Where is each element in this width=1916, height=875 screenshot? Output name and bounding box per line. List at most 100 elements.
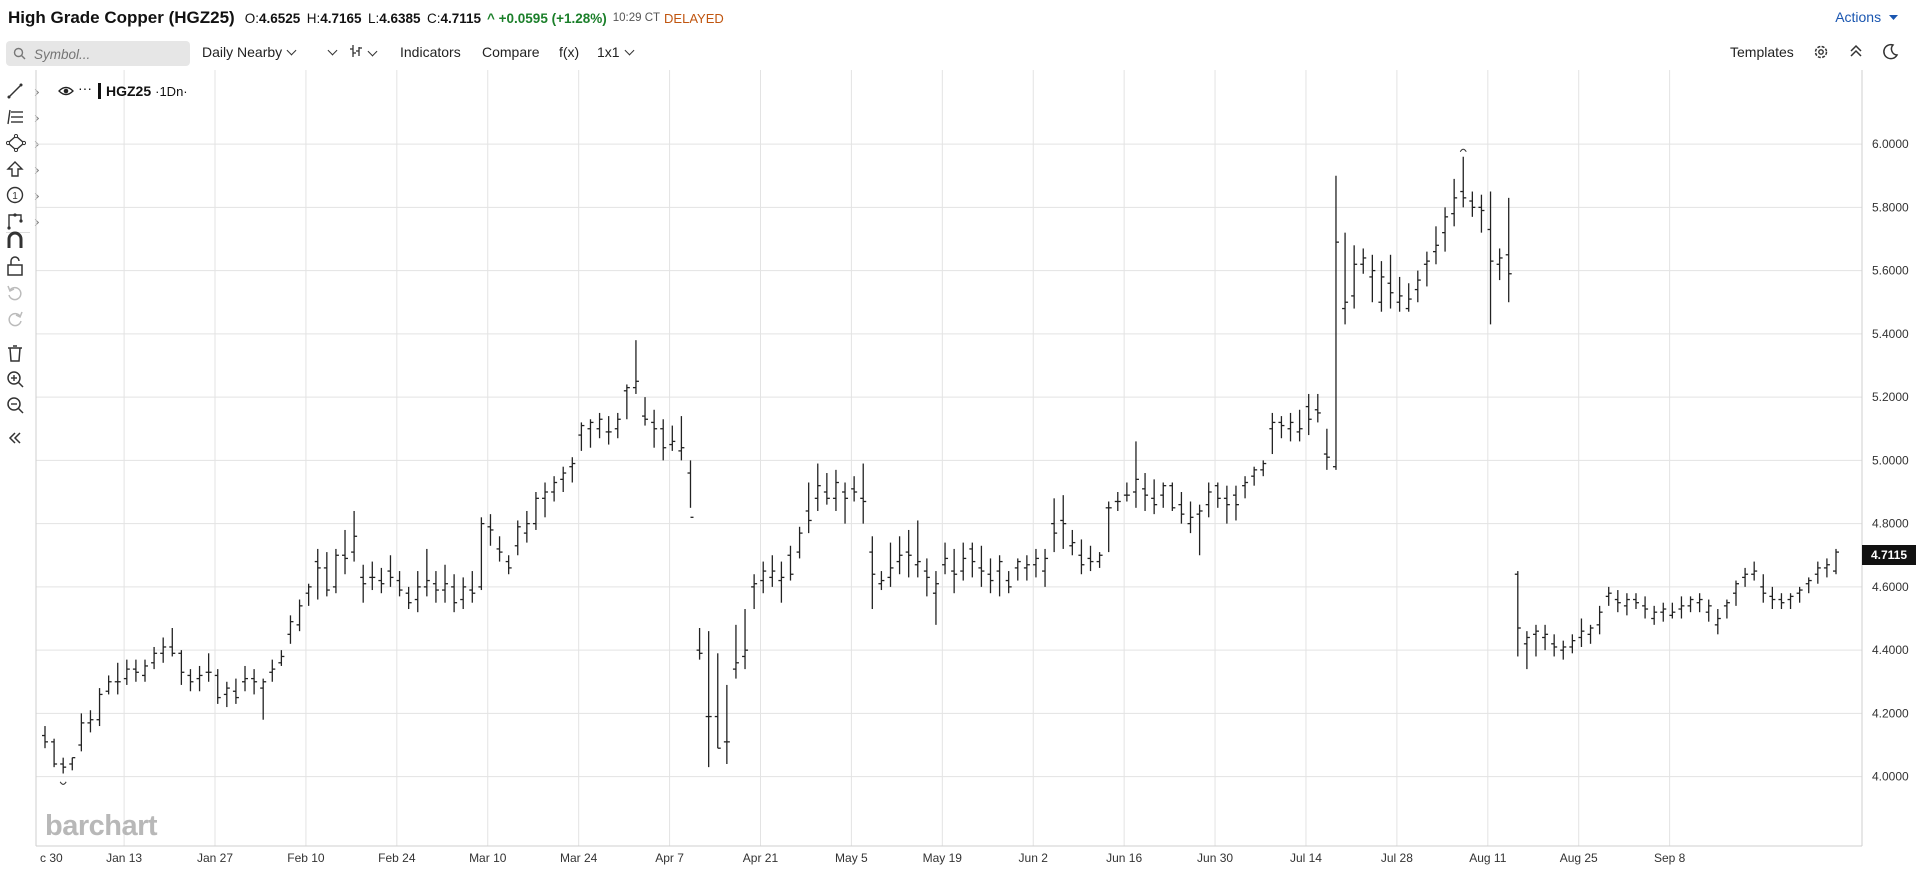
- ohlc-bar: [1442, 207, 1449, 252]
- ohlc-bar: [969, 542, 976, 578]
- ohlc-bar: [551, 476, 558, 502]
- arrow-tool-icon: [6, 161, 24, 177]
- ohlc-bar: [1360, 248, 1367, 274]
- ohlc-bar: [1014, 558, 1021, 581]
- ohlc-bar: [1432, 226, 1439, 265]
- price-chart[interactable]: 4.0000 4.2000 4.4000 4.6000 4.8000 5.0000 5.20…: [0, 70, 1916, 875]
- fib-tool[interactable]: [6, 108, 40, 132]
- ohlc-bar: [742, 609, 749, 670]
- ohlc-bar: [1833, 548, 1839, 575]
- legend-color-swatch: [98, 83, 101, 99]
- templates-button[interactable]: Templates: [1730, 44, 1794, 60]
- number-tool[interactable]: 1: [6, 186, 40, 210]
- indicators-button[interactable]: Indicators: [400, 44, 461, 60]
- x-tick-label: Jun 2: [1019, 851, 1049, 865]
- bar-type-button[interactable]: [349, 44, 378, 61]
- ohlc-bar: [1332, 175, 1339, 470]
- ohlc-bar: [578, 422, 585, 451]
- ohlc-bar: [387, 555, 394, 587]
- ohlc-bar: [151, 646, 158, 670]
- x-tick-label: Apr 7: [655, 851, 684, 865]
- ohlc-bar: [1732, 580, 1739, 606]
- search-icon: [13, 47, 26, 60]
- ohlc-bar: [442, 564, 449, 603]
- pattern-tool[interactable]: [6, 212, 40, 236]
- chevron-down-icon: [286, 45, 297, 56]
- ohlc-bar: [887, 542, 894, 587]
- layout-select[interactable]: 1x1: [597, 44, 635, 60]
- y-tick-label: 4.6000: [1872, 580, 1909, 594]
- actions-menu[interactable]: Actions: [1835, 9, 1898, 25]
- delete-drawings-button[interactable]: [6, 344, 34, 368]
- interval-label: Daily Nearby: [202, 44, 283, 60]
- ohlc-bar: [1642, 596, 1649, 619]
- ohlc-bar: [823, 473, 830, 505]
- dark-mode-button[interactable]: [1882, 43, 1899, 63]
- interval-select[interactable]: Daily Nearby: [202, 44, 297, 60]
- drawing-toolbar: 1: [0, 72, 40, 862]
- collapse-toolbar-button[interactable]: [6, 430, 34, 454]
- eye-icon[interactable]: [58, 85, 74, 97]
- symbol-search-input[interactable]: [32, 43, 186, 65]
- ohlc-bar: [1078, 539, 1085, 575]
- magnet-tool[interactable]: [6, 230, 34, 254]
- undo-button[interactable]: [6, 284, 34, 308]
- ohlc-bar: [1823, 558, 1830, 578]
- svg-text:1: 1: [12, 191, 18, 202]
- function-button[interactable]: f(x): [559, 44, 580, 60]
- ohlc-bar: [1523, 631, 1530, 670]
- ohlc-bar: [596, 412, 603, 439]
- ohlc-bar: [1514, 571, 1521, 657]
- ohlc-bar: [1705, 599, 1712, 622]
- ohlc-bar: [1123, 482, 1130, 502]
- ohlc-bar: [751, 574, 758, 610]
- ohlc-bar: [1242, 476, 1249, 499]
- ohlc-bar: [332, 548, 339, 594]
- zoom-out-button[interactable]: [6, 396, 34, 420]
- lock-tool[interactable]: [6, 256, 34, 280]
- chart-legend: ··· HGZ25 ·1Dn·: [58, 80, 188, 99]
- ohlc-bar: [1487, 191, 1494, 325]
- interval-dropdown-button[interactable]: [323, 44, 338, 60]
- ohlc-bar: [469, 571, 476, 603]
- ohlc-bar: [478, 517, 485, 591]
- actions-label: Actions: [1835, 9, 1882, 25]
- ohlc-bar: [832, 469, 839, 511]
- ohlc-bar: [1196, 504, 1203, 556]
- ohlc-bar: [560, 466, 567, 492]
- high-marker: [1459, 148, 1467, 153]
- line-tool[interactable]: [6, 82, 40, 106]
- ohlc-bar: [405, 586, 412, 610]
- redo-icon: [8, 311, 23, 327]
- y-tick-label: 4.2000: [1872, 706, 1909, 720]
- close-value: C:4.7115: [426, 10, 482, 26]
- legend-more-icon[interactable]: ···: [78, 80, 92, 96]
- x-tick-label: Feb 24: [378, 851, 416, 865]
- ohlc-bar: [1032, 548, 1039, 578]
- undo-icon: [7, 285, 22, 301]
- ohlc-bar: [242, 665, 249, 692]
- number-tool-icon: 1: [6, 186, 24, 204]
- zoom-in-button[interactable]: [6, 370, 34, 394]
- ohlc-bar: [196, 665, 203, 692]
- x-tick-label: Jan 27: [197, 851, 233, 865]
- compare-button[interactable]: Compare: [482, 44, 540, 60]
- collapse-panel-button[interactable]: [1848, 43, 1864, 62]
- symbol-search[interactable]: [6, 41, 190, 66]
- ohlc-bar: [1751, 561, 1758, 581]
- ohlc-bar: [1787, 593, 1794, 610]
- shape-tool[interactable]: [5, 133, 40, 158]
- y-tick-label: 4.8000: [1872, 517, 1909, 531]
- ohlc-bar: [287, 615, 294, 644]
- ohlc-bar: [1205, 482, 1212, 518]
- redo-button[interactable]: [6, 310, 34, 334]
- ohlc-bar: [1660, 602, 1667, 622]
- y-tick-label: 5.2000: [1872, 390, 1909, 404]
- settings-button[interactable]: [1812, 43, 1830, 64]
- ohlc-bar: [1687, 596, 1694, 613]
- ohlc-bar: [869, 536, 876, 610]
- arrow-tool[interactable]: [6, 160, 40, 184]
- ohlc-bar: [1296, 409, 1303, 442]
- ohlc-bar: [642, 397, 649, 426]
- symbol-title: High Grade Copper (HGZ25): [8, 8, 235, 27]
